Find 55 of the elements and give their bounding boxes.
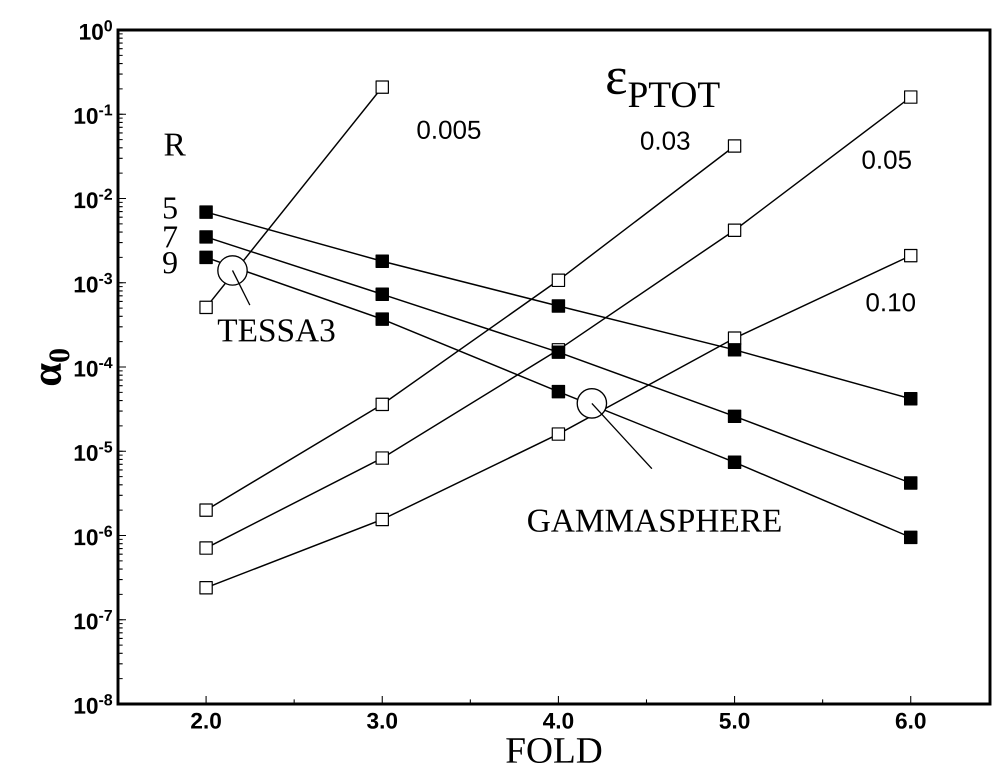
y-tick-label: 10$^{-7}$ <box>74 610 112 630</box>
x-tick-label: 2.0 <box>191 712 221 729</box>
y-tick-label: 10$^{-8}$ <box>74 694 112 714</box>
y-tick-label: 10$^{0}$ <box>80 20 112 40</box>
point <box>904 392 918 406</box>
annotation: GAMMASPHERE <box>528 510 781 532</box>
point <box>199 541 213 555</box>
point <box>728 410 742 424</box>
annotation: R <box>164 134 186 156</box>
point <box>728 224 742 237</box>
x-axis-title: FOLD <box>506 738 602 764</box>
y-tick-label: 10$^{-1}$ <box>74 104 112 124</box>
y-tick-label: 10$^{-3}$ <box>74 272 112 293</box>
point <box>376 312 389 326</box>
x-tick-label: 3.0 <box>367 712 398 729</box>
point <box>376 451 389 465</box>
point <box>904 248 918 262</box>
point <box>199 230 213 244</box>
x-tick-label: 6.0 <box>896 712 926 729</box>
point <box>376 254 389 268</box>
legend-label: 7 <box>164 226 178 248</box>
point <box>728 456 742 470</box>
point <box>552 427 566 441</box>
y-tick-label: 10$^{-6}$ <box>74 526 112 546</box>
point <box>376 398 389 412</box>
point <box>904 90 918 104</box>
series-label: 0.10 <box>866 293 916 312</box>
series-label: 0.05 <box>862 150 911 169</box>
annotation: ε$_{PTOT}$ <box>607 68 720 108</box>
point <box>199 300 213 314</box>
series-label: 0.03 <box>640 131 690 150</box>
legend-label: 9 <box>163 252 177 274</box>
x-tick-label: 5.0 <box>720 712 750 729</box>
point <box>728 139 742 153</box>
point <box>199 205 213 219</box>
point <box>199 250 213 264</box>
point <box>199 580 213 594</box>
series-label: 0.005 <box>417 120 480 139</box>
point <box>552 299 566 313</box>
point <box>376 80 389 94</box>
y-tick-label: 10$^{-4}$ <box>74 357 113 377</box>
x-tick-label: 4.0 <box>542 712 574 729</box>
y-tick-label: 10$^{-2}$ <box>74 188 112 208</box>
point <box>552 274 566 288</box>
point <box>376 288 389 302</box>
point <box>552 384 566 398</box>
legend-label: 5 <box>164 197 177 219</box>
y-tick-label: 10$^{-5}$ <box>74 442 112 462</box>
y-axis-title: α$_{0}$ <box>40 349 70 386</box>
point <box>728 343 742 357</box>
annotation: TESSA3 <box>218 319 334 342</box>
point <box>376 512 389 526</box>
point <box>199 503 213 517</box>
point <box>904 530 918 544</box>
point <box>904 476 918 490</box>
